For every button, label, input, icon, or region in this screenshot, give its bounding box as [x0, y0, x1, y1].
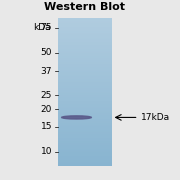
Text: kDa: kDa [33, 23, 51, 32]
Text: 20: 20 [41, 105, 52, 114]
Text: 75: 75 [40, 23, 52, 32]
Text: 50: 50 [40, 48, 52, 57]
Text: 17kDa: 17kDa [141, 113, 170, 122]
Text: 25: 25 [41, 91, 52, 100]
Text: 15: 15 [40, 122, 52, 131]
Ellipse shape [62, 116, 91, 119]
Text: Western Blot: Western Blot [44, 2, 125, 12]
Text: 37: 37 [40, 67, 52, 76]
Text: 10: 10 [40, 147, 52, 156]
